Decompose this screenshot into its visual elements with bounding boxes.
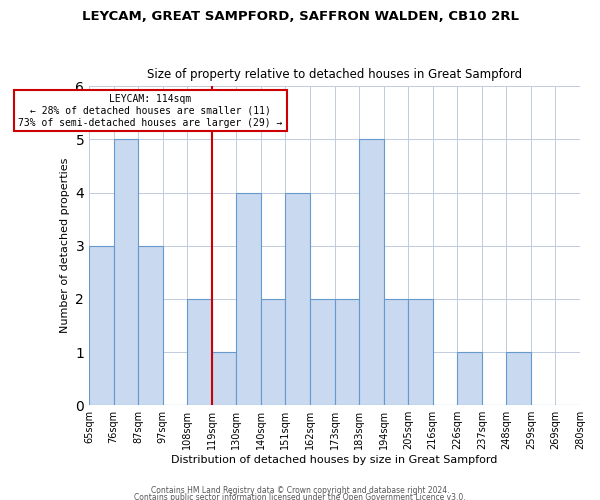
- Text: LEYCAM, GREAT SAMPFORD, SAFFRON WALDEN, CB10 2RL: LEYCAM, GREAT SAMPFORD, SAFFRON WALDEN, …: [82, 10, 518, 23]
- Text: Contains public sector information licensed under the Open Government Licence v3: Contains public sector information licen…: [134, 494, 466, 500]
- Bar: [212, 352, 236, 405]
- Bar: [457, 352, 482, 405]
- Bar: [113, 140, 138, 405]
- Bar: [335, 299, 359, 405]
- Bar: [236, 192, 261, 405]
- Bar: [359, 140, 383, 405]
- Bar: [89, 246, 113, 405]
- Bar: [383, 299, 408, 405]
- Bar: [408, 299, 433, 405]
- Bar: [187, 299, 212, 405]
- Bar: [261, 299, 286, 405]
- Text: LEYCAM: 114sqm
← 28% of detached houses are smaller (11)
73% of semi-detached ho: LEYCAM: 114sqm ← 28% of detached houses …: [18, 94, 283, 128]
- Bar: [310, 299, 335, 405]
- Y-axis label: Number of detached properties: Number of detached properties: [60, 158, 70, 334]
- X-axis label: Distribution of detached houses by size in Great Sampford: Distribution of detached houses by size …: [172, 455, 498, 465]
- Bar: [138, 246, 163, 405]
- Text: Contains HM Land Registry data © Crown copyright and database right 2024.: Contains HM Land Registry data © Crown c…: [151, 486, 449, 495]
- Bar: [286, 192, 310, 405]
- Bar: [506, 352, 531, 405]
- Title: Size of property relative to detached houses in Great Sampford: Size of property relative to detached ho…: [147, 68, 522, 81]
